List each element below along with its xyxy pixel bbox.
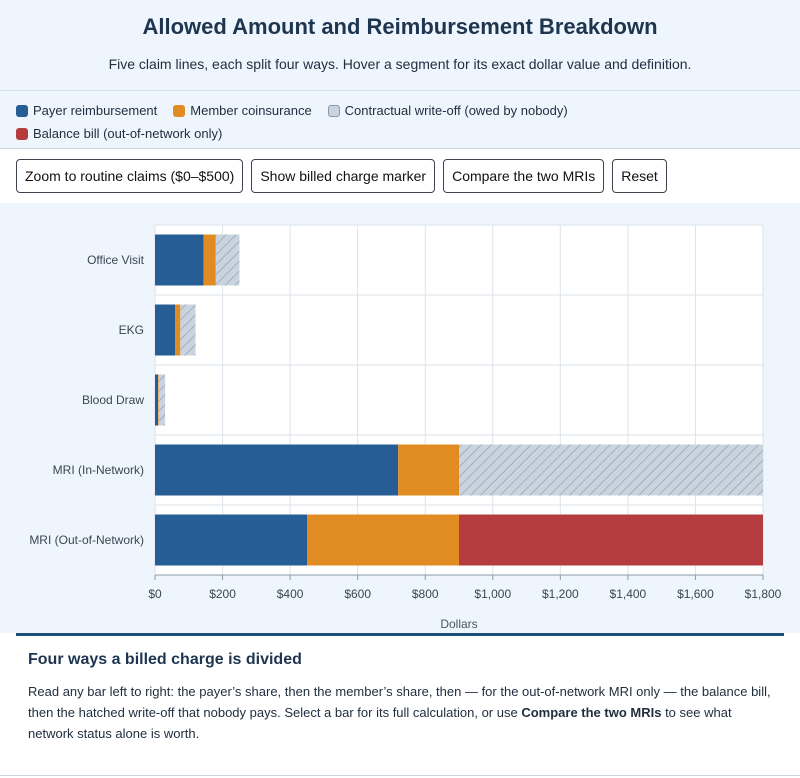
bar-segment-3-1[interactable] — [398, 444, 459, 496]
y-tick-label-2: Blood Draw — [82, 393, 144, 407]
legend-label-balance: Balance bill (out-of-network only) — [33, 126, 223, 141]
x-tick-label-2: $400 — [277, 587, 304, 601]
bar-segment-1-1[interactable] — [175, 304, 181, 356]
bar-segment-2-1[interactable] — [158, 374, 159, 426]
info-title: Four ways a billed charge is divided — [28, 651, 302, 668]
bar-segment-3-0[interactable] — [155, 444, 399, 496]
y-tick-label-0: Office Visit — [87, 253, 145, 267]
y-tick-label-4: MRI (Out-of-Network) — [29, 533, 144, 547]
bar-segment-1-0[interactable] — [155, 304, 176, 356]
bar-segment-2-0[interactable] — [155, 374, 159, 426]
chart-header: Allowed Amount and Reimbursement Breakdo… — [0, 0, 800, 90]
legend-swatch-balance — [16, 127, 28, 140]
bar-segment-4-0[interactable] — [155, 514, 307, 566]
x-tick-label-4: $800 — [412, 587, 439, 601]
x-axis: $0 $200 $400 $600 $800 $1,000 $1,200 $1,400 $1,6… — [148, 574, 782, 601]
bar-segment-4-2[interactable] — [459, 514, 763, 566]
compare-mris-button[interactable]: Compare the two MRIs — [443, 159, 605, 193]
zoom-routine-button[interactable]: Zoom to routine claims ($0–$500) — [16, 159, 244, 193]
info-body-emphasis: Compare the two MRIs — [521, 705, 662, 720]
legend-swatch-payer — [16, 104, 28, 117]
chart-subtitle: Five claim lines, each split four ways. … — [108, 56, 692, 72]
bar-segment-0-0[interactable] — [155, 234, 204, 286]
bar-segment-4-1[interactable] — [307, 514, 459, 566]
billed-marker-button[interactable]: Show billed charge marker — [251, 159, 436, 193]
bars — [155, 234, 763, 566]
bar-segment-1-3[interactable] — [180, 304, 196, 356]
legend-label-writeoff: Contractual write-off (owed by nobody) — [344, 103, 568, 118]
y-axis-labels: Office Visit EKG Blood Draw MRI (In-Network… — [29, 253, 144, 547]
bar-segment-0-3[interactable] — [215, 234, 240, 286]
legend-row-2: Balance bill (out-of-network only) — [16, 122, 784, 145]
info-body-text: Read any bar left to right: the payer’s … — [28, 684, 771, 720]
x-tick-label-8: $1,600 — [677, 587, 714, 601]
x-tick-label-9: $1,800 — [745, 587, 782, 601]
x-tick-label-6: $1,200 — [542, 587, 579, 601]
x-axis-title: Dollars — [440, 617, 477, 631]
legend-swatch-writeoff — [327, 104, 340, 117]
legend-item-writeoff: Contractual write-off (owed by nobody) — [327, 103, 568, 118]
legend-item-payer: Payer reimbursement — [16, 103, 157, 118]
legend-label-coinsurance: Member coinsurance — [190, 103, 312, 118]
y-tick-label-3: MRI (In-Network) — [53, 463, 144, 477]
legend-row-1: Payer reimbursement Member coinsurance C… — [16, 99, 784, 122]
y-tick-label-1: EKG — [119, 323, 144, 337]
reset-button[interactable]: Reset — [612, 159, 667, 193]
info-panel: Four ways a billed charge is divided Rea… — [16, 633, 784, 758]
x-tick-label-3: $600 — [344, 587, 371, 601]
legend-item-coinsurance: Member coinsurance — [173, 103, 312, 118]
x-tick-label-5: $1,000 — [474, 587, 511, 601]
info-body-tail: to see what network status alone is wort… — [28, 705, 732, 741]
info-body: Read any bar left to right: the payer’s … — [28, 681, 772, 744]
bar-segment-2-3[interactable] — [158, 374, 166, 426]
bar-segment-3-3[interactable] — [459, 444, 763, 496]
legend: Payer reimbursement Member coinsurance C… — [0, 90, 800, 149]
x-tick-label-7: $1,400 — [610, 587, 647, 601]
legend-item-balance: Balance bill (out-of-network only) — [16, 126, 222, 141]
chart-area: Office Visit EKG Blood Draw MRI (In-Network… — [0, 203, 800, 633]
bottom-divider — [0, 775, 800, 776]
bar-segment-0-1[interactable] — [203, 234, 216, 286]
x-tick-label-0: $0 — [148, 587, 162, 601]
x-tick-label-1: $200 — [209, 587, 236, 601]
chart-title: Allowed Amount and Reimbursement Breakdo… — [142, 14, 658, 39]
legend-swatch-coinsurance — [173, 104, 186, 117]
legend-label-payer: Payer reimbursement — [33, 103, 158, 118]
chart-controls: Zoom to routine claims ($0–$500) Show bi… — [0, 149, 800, 203]
bar-chart: Office Visit EKG Blood Draw MRI (In-Network… — [29, 224, 782, 631]
